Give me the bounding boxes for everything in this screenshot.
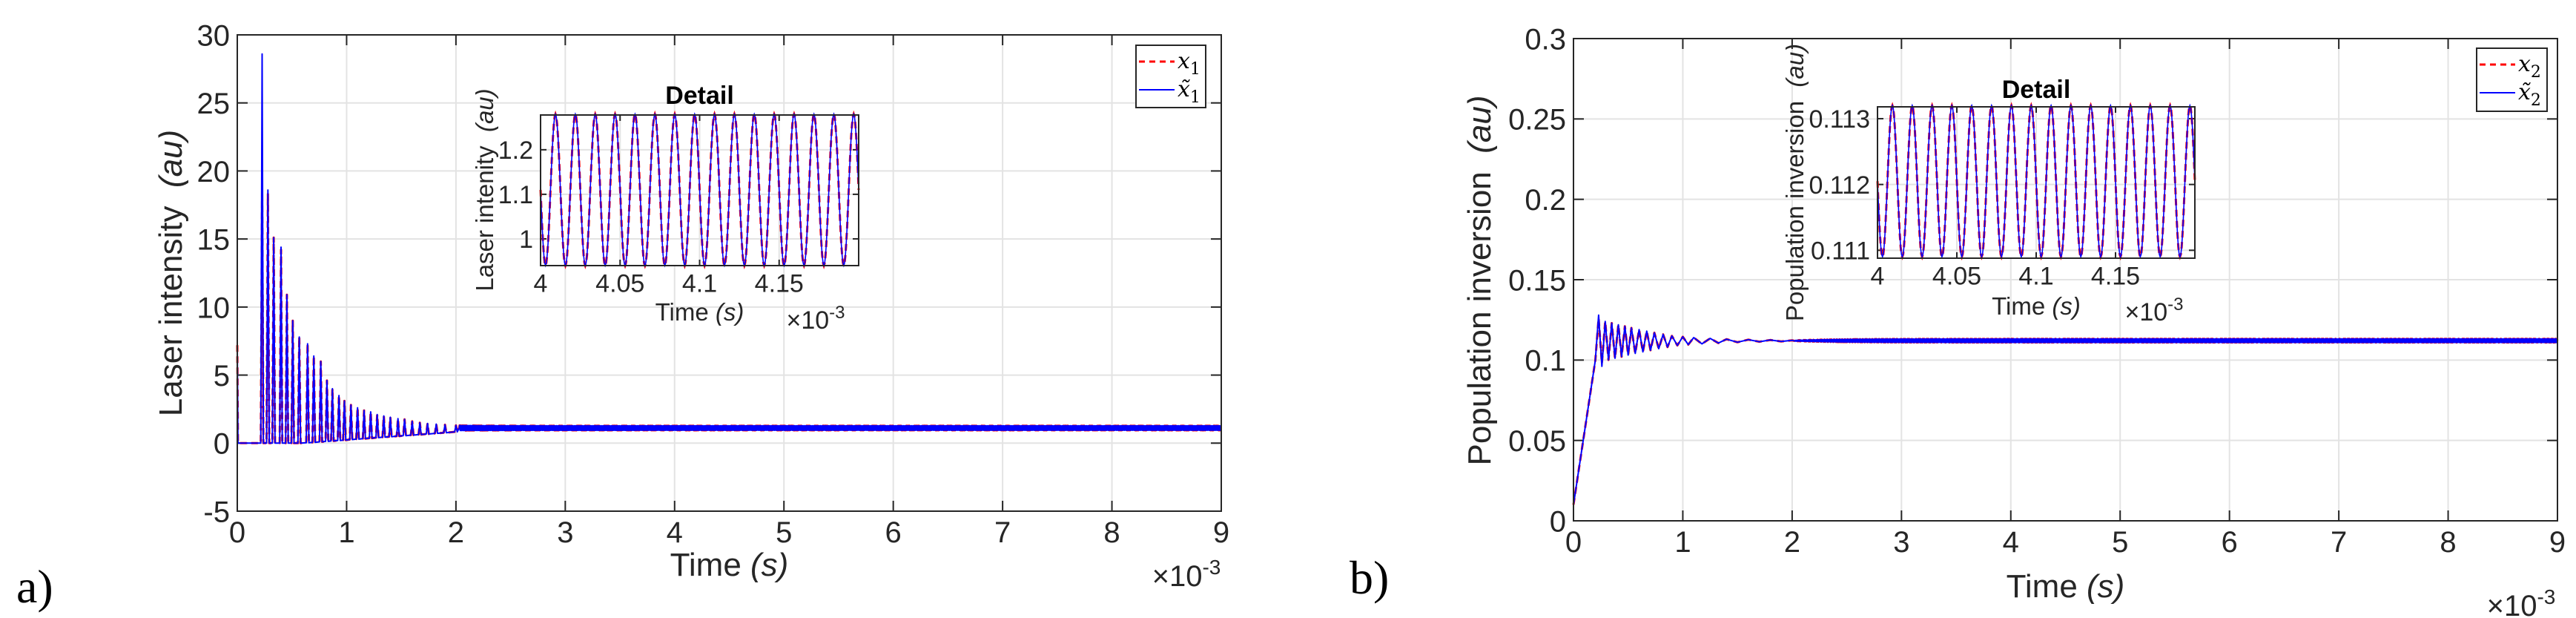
main-x-tick-label: 2 <box>448 516 464 549</box>
legend-box <box>2476 47 2548 112</box>
inset-y-tick-label: 1 <box>519 226 533 254</box>
inset-axes-box <box>1877 106 2196 259</box>
legend: x1x̃1 <box>1135 45 1206 108</box>
inset-x-tick-label: 4.05 <box>595 270 644 298</box>
x-axis-label: Time (s) <box>670 547 789 583</box>
main-x-tick-label: 6 <box>2222 526 2238 559</box>
main-y-tick-label: 0 <box>214 428 230 461</box>
main-y-tick-label: 30 <box>197 19 231 52</box>
main-y-tick-label: 0.2 <box>1525 184 1566 217</box>
main-x-tick-label: 0 <box>1565 526 1582 559</box>
inset: 4 4.05 4.1 4.15 1 1.1 1.2 Detail Laser intenity … <box>471 82 860 335</box>
inset-y-tick-label: 0.112 <box>1809 171 1870 200</box>
main-x-tick-label: 1 <box>338 516 354 549</box>
x-axis-label: Time (s) <box>2007 568 2125 605</box>
inset-x-tick-label: 4 <box>534 270 548 298</box>
main-y-tick-label: 5 <box>214 360 230 392</box>
main-x-tick-label: 8 <box>1103 516 1120 549</box>
inset-series-x̃1-line <box>540 112 859 268</box>
panel-label: b) <box>1350 551 1389 604</box>
main-y-tick-label: 15 <box>197 224 231 257</box>
series-x̃1-line <box>237 53 1222 444</box>
inset-x-tick-label: 4.05 <box>1932 263 1981 291</box>
x-axis-label-unit: (s) <box>2087 568 2124 605</box>
main-axes-box <box>237 34 1222 512</box>
panel-b: 0 1 2 3 4 5 6 7 8 9 0 0.05 0.1 0.15 0.2 0.25 0.3 Populati… <box>1350 23 2566 618</box>
x-axis-label-text: Time <box>2007 568 2087 605</box>
x-axis-label-unit: (s) <box>750 547 788 583</box>
main-x-tick-label: 9 <box>2549 526 2566 559</box>
main-y-tick-label: 0.1 <box>1525 345 1566 378</box>
y-axis-label-unit: (au) <box>1462 96 1498 154</box>
inset-x-axis-exponent: ×10-3 <box>786 303 845 335</box>
y-axis-label-text: Population inversion <box>1462 154 1498 466</box>
inset-y-tick-label: 1.2 <box>498 137 533 165</box>
main-y-tick-label: 10 <box>197 292 231 324</box>
main-x-tick-label: 1 <box>1674 526 1691 559</box>
y-axis-label: Laser intensity (au) <box>153 130 189 416</box>
legend: x2x̃2 <box>2476 47 2548 112</box>
y-axis-label: Population inversion (au) <box>1462 96 1498 466</box>
inset-title: Detail <box>665 82 734 110</box>
inset-x-tick-label: 4.1 <box>2018 263 2053 291</box>
legend-box <box>1135 45 1206 108</box>
main-x-tick-label: 2 <box>1784 526 1800 559</box>
inset-x-tick-label: 4.15 <box>2091 263 2140 291</box>
inset-x-tick-label: 4.15 <box>755 270 804 298</box>
inset-x-axis-label: Time (s) <box>1992 292 2081 320</box>
main-y-tick-label: 25 <box>197 88 231 120</box>
inset-y-tick-label: 0.111 <box>1811 237 1870 266</box>
legend-entry-0: x1 <box>1178 48 1201 79</box>
panel-label: a) <box>16 560 53 613</box>
inset-axes-box <box>540 114 859 266</box>
inset-y-axis-label: Population inversion (au) <box>1781 44 1809 321</box>
x-axis-exponent: ×10-3 <box>1152 556 1221 593</box>
series-x̃2-line <box>1573 314 2558 505</box>
inset-y-tick-label: 1.1 <box>498 181 533 209</box>
main-y-tick-label: 0 <box>1550 505 1566 538</box>
main-y-tick-label: 20 <box>197 156 231 188</box>
inset-y-tick-label: 0.113 <box>1809 105 1870 134</box>
main-x-tick-label: 9 <box>1213 516 1229 549</box>
inset: 4 4.05 4.1 4.15 0.111 0.112 0.113 Detail Populat… <box>1781 44 2196 326</box>
inset-x-tick-label: 4 <box>1871 263 1885 291</box>
legend-entry-1: x̃2 <box>2518 79 2541 110</box>
main-x-tick-label: 4 <box>2003 526 2019 559</box>
main-x-tick-label: 3 <box>557 516 573 549</box>
main-x-tick-label: 8 <box>2440 526 2456 559</box>
inset-title: Detail <box>2002 76 2071 104</box>
legend-entry-0: x2 <box>2518 51 2541 82</box>
main-x-tick-label: 5 <box>776 516 792 549</box>
y-axis-label-text: Laser intensity <box>153 188 189 416</box>
inset-x-axis-label: Time (s) <box>655 298 744 326</box>
main-y-tick-label: 0.05 <box>1508 425 1566 458</box>
x-axis-label-text: Time <box>670 547 750 583</box>
inset-y-axis-label: Laser intenity (au) <box>471 88 498 291</box>
main-x-tick-label: 4 <box>667 516 683 549</box>
x-axis-exponent: ×10-3 <box>2487 585 2556 618</box>
main-y-tick-label: 0.25 <box>1508 104 1566 137</box>
main-x-tick-label: 0 <box>229 516 245 549</box>
inset-x-tick-label: 4.1 <box>682 270 717 298</box>
inset-series-x̃2-line <box>1877 103 2196 259</box>
legend-entry-1: x̃1 <box>1178 76 1201 107</box>
main-y-tick-label: -5 <box>203 496 230 528</box>
main-x-tick-label: 3 <box>1893 526 1909 559</box>
main-x-tick-label: 5 <box>2112 526 2128 559</box>
main-y-tick-label: 0.3 <box>1525 23 1566 56</box>
inset-x-axis-exponent: ×10-3 <box>2124 295 2183 326</box>
main-x-tick-label: 7 <box>2331 526 2347 559</box>
main-axes-box <box>1573 38 2558 522</box>
main-x-tick-label: 6 <box>885 516 902 549</box>
y-axis-label-unit: (au) <box>153 130 189 188</box>
main-y-tick-label: 0.15 <box>1508 264 1566 297</box>
main-x-tick-label: 7 <box>994 516 1011 549</box>
